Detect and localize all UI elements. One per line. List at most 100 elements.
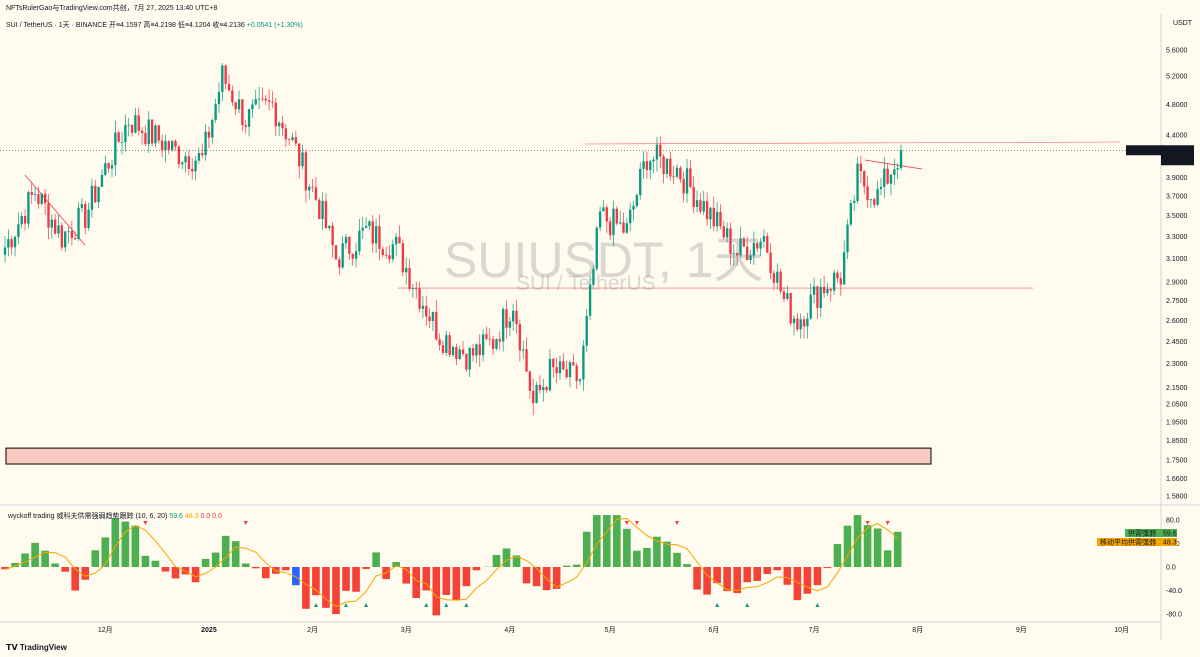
candle-body — [736, 253, 739, 256]
symbol-info: SUI / TetherUS · 1天 · BINANCE 开≡4.1597 高… — [6, 20, 303, 30]
candle-body — [869, 199, 873, 201]
time-tick-label: 6月 — [708, 626, 719, 634]
price-tick-label: 4.8000 — [1166, 102, 1188, 109]
histogram-bar — [773, 567, 782, 571]
badge2-label-bg — [1097, 538, 1161, 546]
candle-body — [471, 348, 475, 356]
indicator-badges — [1097, 529, 1177, 546]
indicator-legend[interactable]: wyckoff trading 威科夫供需强弱趋势跟踪 (10, 6, 20) … — [8, 511, 222, 521]
price-tick-label: 1.7500 — [1166, 457, 1188, 464]
candle-body — [431, 311, 435, 321]
candle-body — [177, 146, 181, 165]
histogram-bar — [322, 567, 330, 608]
candle-body — [77, 207, 80, 240]
candle-body — [491, 339, 495, 349]
histogram-bar — [151, 560, 160, 567]
candle-body — [545, 387, 548, 391]
sell-signal-marker — [143, 521, 148, 525]
candle-body — [629, 209, 632, 224]
histogram-bar — [693, 567, 701, 590]
candle-body — [411, 288, 415, 290]
histogram-bar — [11, 562, 19, 567]
histogram-bar — [723, 567, 731, 592]
histogram-bar — [251, 567, 260, 569]
candle-body — [578, 379, 582, 382]
candle-body — [849, 202, 853, 225]
candle-body — [488, 338, 491, 340]
candle-body — [288, 139, 291, 141]
snapshot-title: NFTsRulerGao与TradingView.com共创，7月 27, 20… — [6, 5, 218, 12]
time-tick-label: 5月 — [605, 626, 616, 634]
candle-body — [886, 168, 889, 184]
candle-body — [512, 310, 515, 322]
time-tick-label: 12月 — [98, 626, 113, 634]
candle-body — [254, 99, 257, 105]
candle-body — [639, 168, 642, 196]
candle-body — [241, 99, 244, 126]
candle-body — [782, 291, 786, 299]
histogram-bar — [41, 550, 49, 567]
histogram-bar — [763, 567, 772, 575]
candle-body — [104, 163, 107, 175]
last-price-badge — [1126, 145, 1194, 166]
candle-body — [10, 239, 13, 248]
histogram-bar — [592, 515, 601, 567]
candle-body — [294, 137, 298, 144]
histogram-bar — [623, 528, 631, 567]
candle-body — [468, 348, 471, 370]
price-tick-label: 3.1000 — [1166, 256, 1188, 263]
candle-body — [746, 246, 749, 261]
candle-body — [314, 187, 318, 200]
histogram-bar — [532, 567, 541, 587]
price-tick-label: 2.6000 — [1166, 318, 1188, 325]
candle-body — [816, 286, 819, 308]
candle-body — [354, 251, 358, 259]
candle-body — [194, 160, 197, 172]
candle-body — [879, 186, 883, 190]
candle-body — [679, 167, 682, 180]
histogram-bar — [221, 535, 230, 567]
candle-body — [505, 309, 508, 328]
price-tick-label: 1.5800 — [1166, 494, 1188, 501]
buy-signal-marker — [745, 603, 750, 607]
candle-body — [291, 137, 294, 141]
candle-body — [799, 319, 802, 330]
candle-body — [552, 358, 555, 368]
candle-body — [615, 208, 618, 224]
histogram-bar — [31, 542, 39, 567]
candle-body — [859, 163, 863, 172]
candle-body — [692, 186, 695, 208]
currency-label[interactable]: USDT — [1172, 20, 1192, 27]
histogram-bar — [362, 567, 370, 569]
candle-body — [812, 286, 816, 295]
candle-body — [364, 226, 368, 228]
candle-body — [481, 334, 485, 355]
histogram-bar — [302, 567, 310, 609]
candle-body — [344, 236, 348, 244]
candle-body — [154, 125, 157, 144]
candle-body — [378, 226, 381, 249]
candle-body — [284, 128, 288, 140]
histogram-bar — [643, 547, 651, 567]
candle-body — [752, 243, 756, 256]
histogram-bar — [562, 565, 571, 567]
candle-body — [271, 101, 274, 103]
candles — [3, 63, 903, 416]
tradingview-logo[interactable]: 𝗧𝗩 TradingView — [6, 643, 67, 652]
histogram-bar — [883, 550, 892, 567]
histogram-bar — [492, 554, 501, 567]
histogram-bar — [502, 548, 511, 567]
candle-body — [251, 104, 254, 110]
candle-body — [74, 237, 77, 240]
watermark-title: SUIUSDT, 1天 — [444, 232, 764, 288]
candle-body — [575, 365, 578, 382]
badge1-value: 59.6 — [1163, 531, 1177, 538]
candle-body — [695, 200, 699, 208]
histogram-bar — [171, 567, 180, 579]
candle-body — [187, 156, 191, 169]
candle-body — [832, 272, 836, 291]
badge2-value-bg — [1161, 538, 1177, 546]
candle-body — [829, 288, 832, 291]
candle-body — [756, 243, 759, 249]
